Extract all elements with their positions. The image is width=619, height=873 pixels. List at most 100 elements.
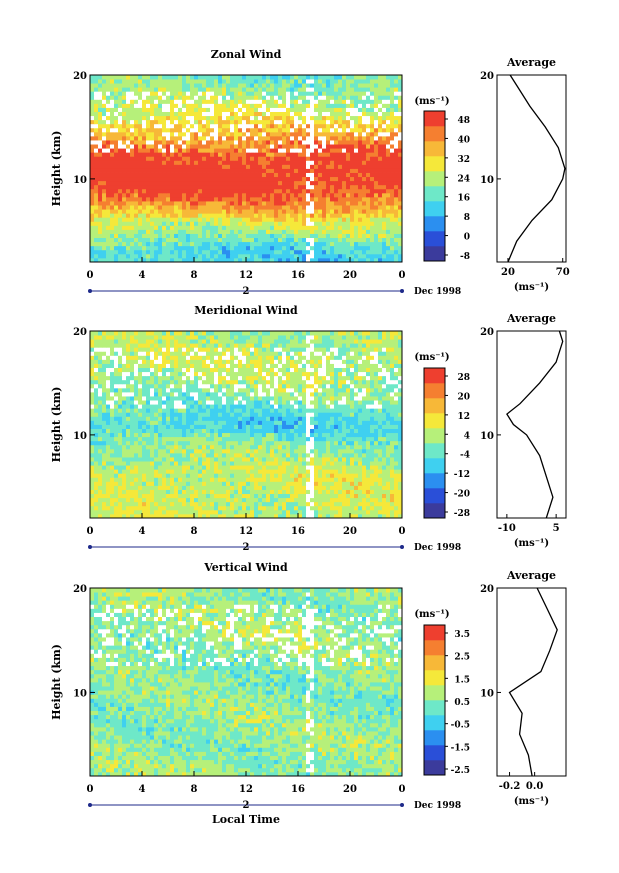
heatmap-cell — [94, 119, 99, 125]
heatmap-cell — [290, 87, 295, 92]
heatmap-cell — [262, 176, 267, 182]
heatmap-cell — [290, 160, 295, 165]
heatmap-cell — [262, 168, 267, 173]
heatmap-cell — [354, 188, 359, 194]
heatmap-cell — [342, 148, 347, 153]
heatmap-cell — [282, 180, 287, 186]
heatmap-cell — [170, 188, 175, 194]
heatmap-cell — [334, 452, 339, 458]
heatmap-cell — [230, 79, 235, 84]
heatmap-cell — [290, 75, 295, 80]
heatmap-cell — [358, 497, 363, 503]
heatmap-cell — [182, 115, 187, 121]
heatmap-cell — [202, 148, 207, 153]
heatmap-cell — [382, 172, 387, 178]
heatmap-cell — [162, 95, 167, 100]
heatmap-cell — [398, 473, 403, 478]
heatmap-cell — [250, 477, 255, 482]
heatmap-cell — [358, 196, 363, 202]
heatmap-cell — [226, 461, 231, 466]
heatmap-cell — [246, 501, 251, 507]
heatmap-cell — [182, 481, 187, 486]
heatmap-cell — [98, 509, 103, 515]
heatmap-cell — [110, 233, 115, 239]
heatmap-cell — [338, 481, 343, 486]
heatmap-cell — [186, 164, 191, 169]
heatmap-cell — [106, 217, 111, 222]
heatmap-cell — [342, 501, 347, 507]
heatmap-cell — [138, 180, 143, 186]
heatmap-cell — [354, 229, 359, 234]
heatmap-cell — [294, 473, 299, 478]
heatmap-cell — [294, 148, 299, 153]
heatmap-cell — [186, 119, 191, 125]
heatmap-cell — [162, 497, 167, 503]
heatmap-cell — [178, 513, 183, 519]
heatmap-cell — [310, 127, 315, 133]
heatmap-cell — [134, 188, 139, 194]
heatmap-cell — [142, 164, 147, 169]
heatmap-cell — [318, 196, 323, 202]
heatmap-cell — [374, 75, 379, 80]
heatmap-cell — [238, 448, 243, 454]
heatmap-cell — [226, 160, 231, 165]
heatmap-cell — [238, 79, 243, 84]
heatmap-cell — [350, 237, 355, 243]
heatmap-cell — [130, 497, 135, 503]
heatmap-cell — [194, 477, 199, 482]
heatmap-cell — [106, 192, 111, 198]
heatmap-cell — [238, 140, 243, 145]
heatmap-cell — [122, 131, 127, 137]
heatmap-cell — [166, 233, 171, 239]
heatmap-cell — [306, 465, 311, 470]
heatmap-cell — [190, 237, 195, 243]
day-label: 2 — [243, 286, 250, 297]
heatmap-cell — [226, 75, 231, 80]
heatmap-cell — [314, 448, 319, 454]
heatmap-cell — [102, 465, 107, 470]
heatmap-cell — [334, 87, 339, 92]
heatmap-cell — [306, 509, 311, 515]
heatmap-cell — [206, 493, 211, 499]
heatmap-cell — [134, 241, 139, 247]
heatmap-cell — [302, 192, 307, 198]
heatmap-cell — [334, 79, 339, 84]
heatmap-cell — [142, 469, 147, 474]
heatmap-cell — [102, 257, 107, 263]
heatmap-cell — [354, 225, 359, 230]
heatmap-cell — [242, 473, 247, 478]
heatmap-cell — [258, 505, 263, 511]
heatmap-cell — [166, 501, 171, 507]
heatmap-cell — [378, 221, 383, 226]
heatmap-cell — [374, 253, 379, 259]
heatmap-cell — [226, 156, 231, 161]
heatmap-cell — [214, 144, 219, 149]
heatmap-cell — [274, 213, 279, 218]
heatmap-cell — [210, 461, 215, 466]
heatmap-cell — [218, 95, 223, 100]
heatmap-cell — [322, 485, 327, 490]
heatmap-cell — [338, 233, 343, 239]
heatmap-cell — [342, 237, 347, 243]
heatmap-cell — [318, 457, 323, 462]
heatmap-cell — [94, 209, 99, 214]
heatmap-cell — [342, 111, 347, 117]
heatmap-cell — [198, 192, 203, 198]
heatmap-cell — [346, 144, 351, 149]
heatmap-cell — [298, 123, 303, 129]
heatmap-cell — [294, 201, 299, 206]
heatmap-cell — [222, 75, 227, 80]
heatmap-cell — [90, 75, 95, 80]
heatmap-cell — [210, 225, 215, 230]
heatmap-cell — [126, 119, 131, 125]
heatmap-cell — [106, 135, 111, 141]
heatmap-cell — [250, 75, 255, 80]
heatmap-cell — [250, 188, 255, 194]
heatmap-cell — [166, 229, 171, 234]
heatmap-cell — [386, 188, 391, 194]
heatmap-cell — [230, 91, 235, 96]
heatmap-cell — [390, 131, 395, 137]
heatmap-cell — [370, 448, 375, 454]
heatmap-cell — [222, 103, 227, 108]
heatmap-cell — [362, 477, 367, 482]
